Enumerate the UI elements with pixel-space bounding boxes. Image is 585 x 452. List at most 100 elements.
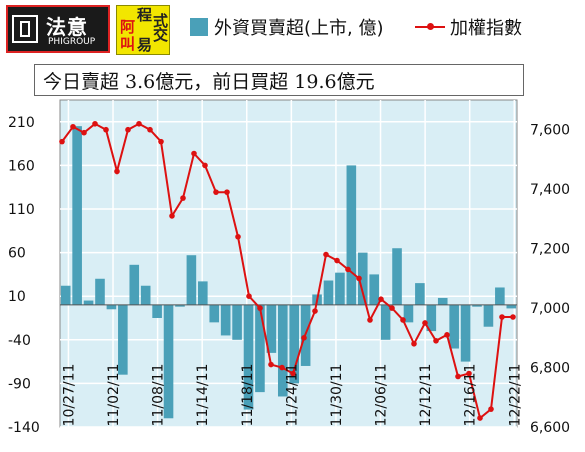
bar xyxy=(152,304,162,318)
index-point xyxy=(389,305,395,311)
index-point xyxy=(290,370,296,377)
brand-sub: PHIGROUP xyxy=(48,37,96,47)
index-point xyxy=(147,126,153,133)
left-tick-label: -90 xyxy=(8,376,31,392)
bar xyxy=(209,304,220,323)
logo-char: 交 xyxy=(153,26,169,44)
index-point xyxy=(510,314,516,320)
index-point xyxy=(378,296,384,302)
logo-char: 阿 xyxy=(120,18,136,36)
bar xyxy=(198,281,208,305)
bar-legend-label: 外資買賣超(上市, 億) xyxy=(214,18,384,39)
left-tick-label: 60 xyxy=(8,246,26,262)
bar xyxy=(220,304,231,336)
left-tick-label: -140 xyxy=(8,420,40,436)
bar xyxy=(323,280,334,305)
left-tick-label: 110 xyxy=(8,202,35,218)
bar xyxy=(243,304,254,410)
x-tick-label: 12/06/11 xyxy=(374,364,390,427)
bar xyxy=(403,304,414,323)
line-legend-marker xyxy=(427,23,434,30)
right-tick-label: 7,600 xyxy=(530,123,570,139)
index-point xyxy=(367,317,373,323)
index-point xyxy=(411,340,417,347)
brand-name: 法意 xyxy=(46,15,88,39)
left-tick-label: 10 xyxy=(8,289,26,305)
bar xyxy=(437,297,448,305)
index-point xyxy=(499,314,505,320)
bar xyxy=(346,165,357,305)
bar xyxy=(140,285,151,305)
bar xyxy=(95,278,105,305)
summary-box: 今日賣超 3.6億元，前日買超 19.6億元 xyxy=(34,64,524,96)
bar xyxy=(392,248,402,305)
bar xyxy=(506,304,517,309)
phigroup-logo: 法意 PHIGROUP xyxy=(6,5,110,53)
logo-char: 程 xyxy=(137,6,153,24)
index-point xyxy=(334,257,340,264)
index-point xyxy=(136,120,142,127)
left-tick-label: 210 xyxy=(8,115,35,131)
index-point xyxy=(279,364,285,371)
program-trading-logo: 程 式 交 易 阿 叫 xyxy=(116,5,170,55)
x-tick-label: 11/18/11 xyxy=(240,364,256,427)
bar xyxy=(72,126,82,305)
index-point xyxy=(455,373,461,380)
seal-icon xyxy=(12,15,38,43)
bar xyxy=(232,304,242,340)
x-tick-label: 10/27/11 xyxy=(61,364,77,427)
bar xyxy=(415,283,425,305)
index-point xyxy=(70,123,76,130)
bar xyxy=(175,304,185,307)
index-point xyxy=(356,275,362,282)
index-point xyxy=(400,317,406,323)
index-point xyxy=(488,406,494,412)
bar xyxy=(426,304,437,332)
bar xyxy=(369,274,379,305)
bar xyxy=(460,304,471,362)
index-point xyxy=(268,361,274,368)
x-tick-label: 11/02/11 xyxy=(106,364,122,427)
right-tick-label: 7,400 xyxy=(530,182,570,198)
index-point xyxy=(466,370,472,377)
bar xyxy=(186,255,197,305)
bar xyxy=(335,272,345,305)
index-point xyxy=(125,126,131,133)
index-point xyxy=(81,129,87,136)
x-tick-label: 12/22/11 xyxy=(507,364,523,427)
bar xyxy=(266,304,277,353)
logo-char: 易 xyxy=(137,36,153,54)
bar xyxy=(163,304,174,419)
x-tick-label: 11/30/11 xyxy=(329,364,345,427)
bar xyxy=(255,304,265,393)
index-point xyxy=(444,332,450,338)
index-point xyxy=(158,138,164,145)
index-point xyxy=(59,138,65,145)
bar xyxy=(60,285,71,305)
index-point xyxy=(235,233,241,240)
bar-legend-swatch xyxy=(190,18,208,36)
index-point xyxy=(224,189,230,195)
index-point xyxy=(202,162,208,169)
logo-char: 式 xyxy=(153,12,169,30)
logo-char: 叫 xyxy=(120,35,136,53)
bar xyxy=(106,304,117,310)
right-tick-label: 7,000 xyxy=(530,301,570,317)
bar xyxy=(83,300,94,305)
x-tick-label: 11/08/11 xyxy=(151,364,167,427)
index-point xyxy=(301,335,307,341)
index-point xyxy=(422,320,428,326)
bar xyxy=(483,304,494,327)
left-tick-label: -40 xyxy=(8,333,31,349)
index-point xyxy=(323,251,329,258)
plot-area xyxy=(59,99,518,428)
bar xyxy=(472,304,482,307)
left-tick-label: 160 xyxy=(8,158,35,174)
index-point xyxy=(257,305,263,311)
index-point xyxy=(246,293,252,300)
index-point xyxy=(92,120,98,127)
index-point xyxy=(477,415,483,421)
summary-text: 今日賣超 3.6億元，前日買超 19.6億元 xyxy=(43,71,375,93)
bar xyxy=(380,304,391,340)
